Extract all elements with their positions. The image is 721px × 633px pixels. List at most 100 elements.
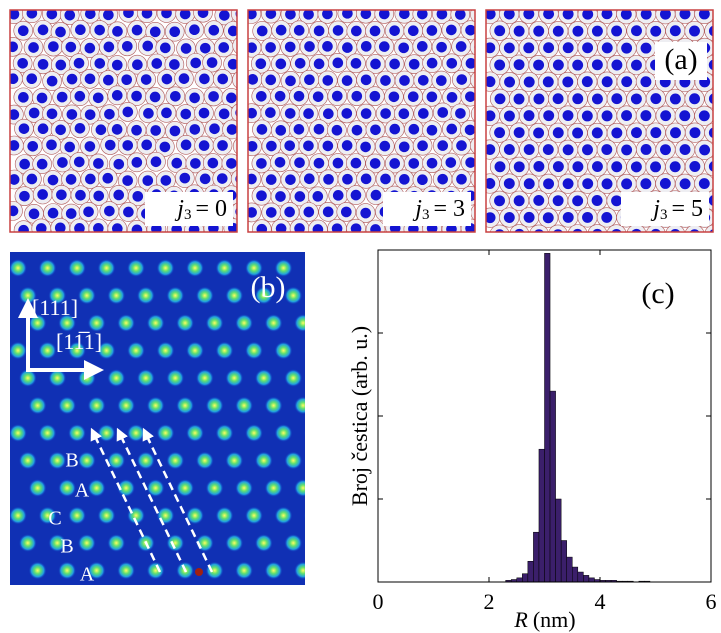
snapshot <box>248 10 475 232</box>
atom <box>166 286 185 305</box>
atom <box>146 479 165 497</box>
particle <box>248 140 258 152</box>
particle <box>370 189 382 201</box>
caption-relation: = 3 <box>433 196 465 222</box>
atom <box>48 286 67 305</box>
particle <box>35 223 47 232</box>
bar <box>533 531 540 583</box>
particle <box>640 110 652 122</box>
particle <box>10 109 20 120</box>
atom <box>304 263 305 273</box>
bar <box>583 575 590 583</box>
cell <box>230 169 237 188</box>
atom <box>87 561 106 580</box>
particle <box>189 124 201 135</box>
particle <box>322 41 333 52</box>
particle <box>65 41 77 53</box>
particle <box>284 41 296 53</box>
atom <box>28 561 47 580</box>
particle <box>73 57 85 69</box>
particle <box>350 157 362 169</box>
particle <box>351 25 362 37</box>
particle <box>198 107 210 119</box>
particle <box>679 178 691 190</box>
particle <box>216 173 228 184</box>
particle <box>322 75 334 86</box>
particle <box>284 108 296 119</box>
panel-a: j3 = 0 j3 = 3 j3 = 5(a) <box>9 4 721 233</box>
panel-label: (a) <box>664 43 697 76</box>
atom <box>166 369 185 387</box>
particle <box>474 177 475 181</box>
caption-bg <box>621 192 709 226</box>
particle <box>103 41 115 53</box>
atom <box>245 259 263 277</box>
particle <box>169 90 181 102</box>
cell <box>714 4 721 24</box>
caption-subscript: 3 <box>184 207 192 223</box>
particle <box>178 73 190 84</box>
particle <box>248 10 257 20</box>
caption-symbol: j <box>174 196 184 222</box>
atom <box>254 369 273 387</box>
particle <box>455 108 466 119</box>
atom <box>107 534 126 552</box>
particle <box>265 74 277 86</box>
bar <box>588 577 595 583</box>
particle <box>533 160 545 172</box>
particle <box>75 24 86 36</box>
cell <box>714 208 721 228</box>
particle <box>380 108 391 119</box>
particle <box>611 93 623 105</box>
particle <box>503 110 515 122</box>
particle <box>503 144 515 155</box>
particle <box>111 124 123 135</box>
particle <box>293 123 305 135</box>
particle <box>199 42 211 54</box>
particle <box>437 107 449 118</box>
particle <box>149 91 161 103</box>
particle <box>122 175 133 186</box>
particle <box>149 26 161 38</box>
particle <box>293 25 305 36</box>
particle <box>552 59 564 71</box>
particle <box>236 44 237 47</box>
particle <box>698 178 710 190</box>
snapshot <box>486 4 721 232</box>
cell <box>626 224 647 232</box>
cell <box>232 138 237 155</box>
cell <box>567 224 588 232</box>
particle <box>265 10 277 19</box>
particle <box>227 25 237 37</box>
particle <box>323 173 334 185</box>
particle <box>650 93 662 105</box>
particle <box>55 124 66 136</box>
particle <box>208 91 219 102</box>
particle <box>227 58 237 70</box>
particle <box>312 91 324 102</box>
cell <box>606 224 627 232</box>
particle <box>486 76 496 88</box>
particle <box>380 173 391 185</box>
bar <box>577 571 584 583</box>
particle <box>37 123 49 135</box>
particle <box>131 224 143 232</box>
bar <box>555 498 562 583</box>
x-tick-label: 4 <box>595 589 606 614</box>
particle <box>601 76 613 88</box>
layer-label: A <box>75 480 90 502</box>
particle <box>456 74 468 85</box>
particle <box>408 58 420 70</box>
particle <box>236 77 237 82</box>
particle <box>486 10 496 20</box>
atom <box>127 424 145 442</box>
particle <box>275 125 287 136</box>
caption: j3 = 5 <box>650 196 703 224</box>
particle <box>437 140 449 151</box>
particle <box>313 123 325 135</box>
particle <box>95 124 107 136</box>
particle <box>650 25 662 37</box>
atom <box>186 341 204 360</box>
particle <box>10 10 20 20</box>
x-axis-label: R (nm) <box>513 607 575 632</box>
